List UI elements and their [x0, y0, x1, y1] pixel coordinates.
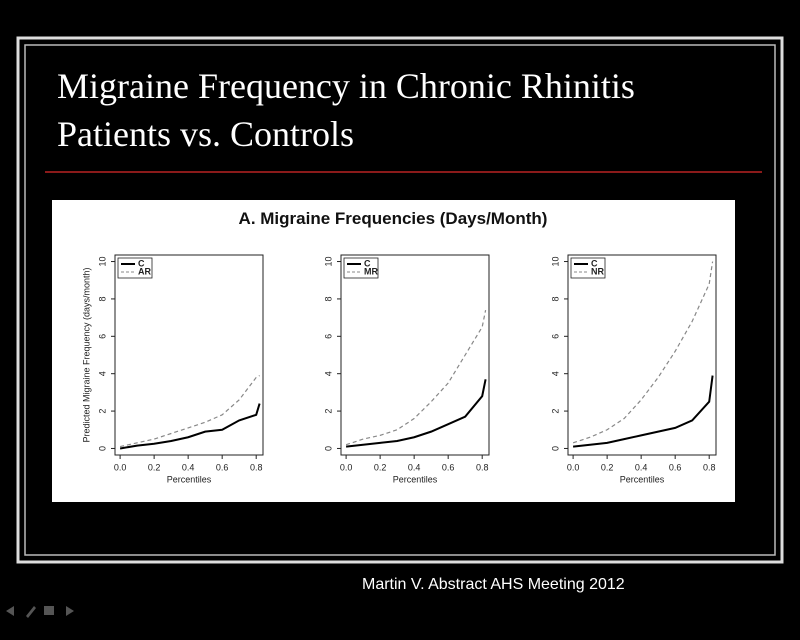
legend: CNR — [570, 257, 606, 279]
legend-label: C — [364, 258, 371, 268]
prev-button[interactable] — [6, 606, 14, 616]
y-tick-label: 2 — [323, 409, 333, 414]
x-tick-label: 0.4 — [635, 462, 648, 472]
data-line — [119, 375, 260, 448]
x-tick-label: 0.6 — [216, 462, 229, 472]
slideshow-controls — [6, 606, 74, 618]
x-tick-label: 0.8 — [476, 462, 489, 472]
y-tick-label: 6 — [97, 334, 107, 339]
legend-label: C — [591, 258, 598, 268]
chart: 0.0 0.2 0.4 0.6 0.8 0 2 4 6 8 10 Percentiles CMR — [323, 254, 490, 484]
y-tick-label: 10 — [323, 257, 333, 267]
x-tick-label: 0.0 — [340, 462, 353, 472]
x-tick-label: 0.2 — [148, 462, 161, 472]
chart: 0.0 0.2 0.4 0.6 0.8 0 2 4 6 8 10 Percentiles Predict… — [81, 254, 264, 484]
menu-button[interactable] — [44, 606, 54, 615]
y-tick-label: 0 — [550, 446, 560, 451]
x-axis-label: Percentiles — [620, 474, 665, 484]
slide-title-line: Migraine Frequency in Chronic Rhinitis — [57, 66, 635, 106]
plot-frame — [114, 254, 264, 456]
y-tick-label: 0 — [97, 446, 107, 451]
y-tick-label: 2 — [550, 409, 560, 414]
y-tick-label: 4 — [323, 371, 333, 376]
plot-frame — [340, 254, 490, 456]
y-tick-label: 8 — [97, 296, 107, 301]
figure-title: A. Migraine Frequencies (Days/Month) — [239, 209, 548, 228]
y-tick-label: 8 — [550, 296, 560, 301]
slide-frame-inner — [24, 44, 776, 556]
pen-button[interactable] — [26, 606, 36, 618]
legend-label: C — [138, 258, 145, 268]
slide-title-line: Patients vs. Controls — [57, 114, 354, 154]
x-tick-label: 0.8 — [250, 462, 263, 472]
y-tick-label: 10 — [97, 257, 107, 267]
y-tick-label: 0 — [323, 446, 333, 451]
y-tick-label: 4 — [550, 371, 560, 376]
data-line — [119, 403, 261, 450]
x-axis-label: Percentiles — [393, 474, 438, 484]
footer: Martin V. Abstract AHS Meeting 2012 — [362, 576, 625, 593]
data-line — [572, 261, 714, 444]
x-tick-label: 0.6 — [442, 462, 455, 472]
y-tick-label: 10 — [550, 257, 560, 267]
x-tick-label: 0.4 — [182, 462, 195, 472]
data-line — [345, 310, 487, 446]
x-tick-label: 0.2 — [601, 462, 614, 472]
y-axis-label: Predicted Migraine Frequency (days/month… — [81, 267, 91, 442]
x-tick-label: 0.6 — [669, 462, 682, 472]
data-line — [572, 375, 714, 448]
x-tick-label: 0.4 — [408, 462, 421, 472]
y-tick-label: 6 — [323, 334, 333, 339]
x-tick-label: 0.2 — [374, 462, 387, 472]
x-axis-label: Percentiles — [167, 474, 212, 484]
x-tick-label: 0.8 — [703, 462, 716, 472]
legend-label: NR — [591, 266, 604, 276]
x-tick-label: 0.0 — [114, 462, 127, 472]
y-tick-label: 4 — [97, 371, 107, 376]
slide-frame-outer — [16, 36, 784, 564]
y-tick-label: 8 — [323, 296, 333, 301]
data-line — [345, 379, 487, 448]
next-button[interactable] — [66, 606, 74, 616]
y-tick-label: 6 — [550, 334, 560, 339]
legend: CMR — [343, 257, 378, 279]
figure-panel — [52, 200, 735, 502]
y-tick-label: 2 — [97, 409, 107, 414]
legend-label: MR — [364, 266, 378, 276]
legend-label: AR — [138, 266, 151, 276]
plot-frame — [567, 254, 717, 456]
chart: 0.0 0.2 0.4 0.6 0.8 0 2 4 6 8 10 Percentiles CNR — [550, 254, 717, 484]
x-tick-label: 0.0 — [567, 462, 580, 472]
legend: CAR — [117, 257, 153, 279]
